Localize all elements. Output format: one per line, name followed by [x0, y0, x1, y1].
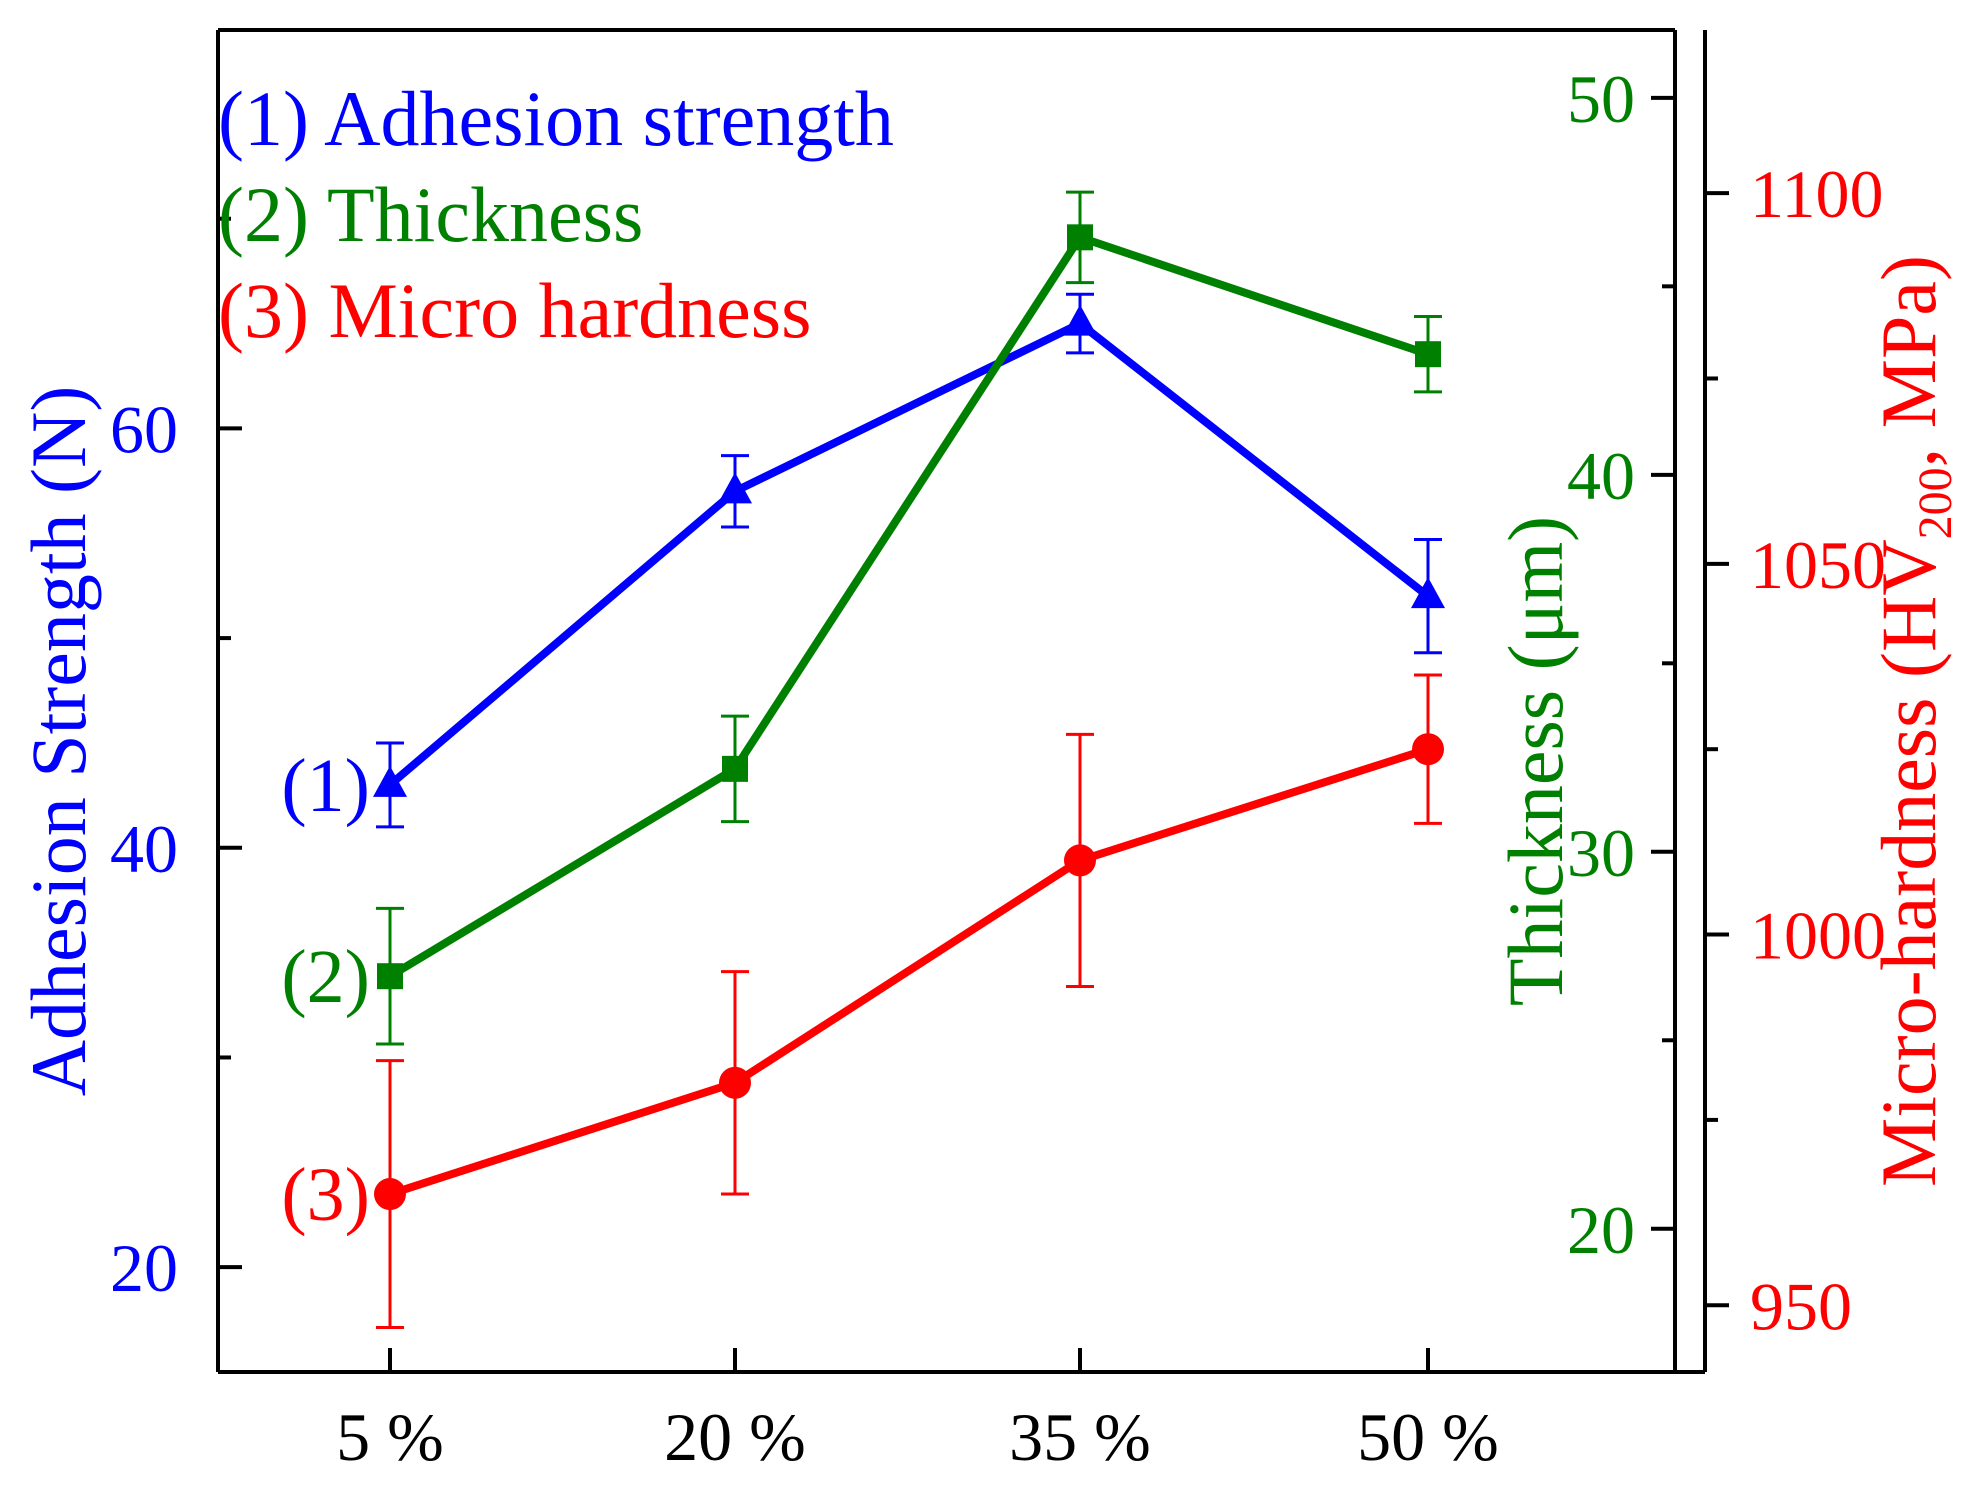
legend-entry: (2) Thickness [218, 171, 643, 258]
data-point [373, 765, 407, 797]
left-tick-label: 60 [110, 391, 178, 467]
legend-entry: (3) Micro hardness [218, 267, 812, 354]
curve-label: (2) [281, 935, 370, 1019]
data-point [1067, 224, 1093, 251]
data-point [1063, 304, 1097, 336]
series-adhesion-strength: (1) [281, 292, 1445, 829]
series: (1) (2) (3) [281, 190, 1445, 1330]
left-tick-label: 40 [110, 811, 178, 887]
data-point [718, 472, 752, 504]
series-micro-hardness: (3) [281, 673, 1444, 1330]
thickness-tick-label: 50 [1567, 61, 1635, 137]
series-line [387, 233, 1430, 980]
data-point [1412, 733, 1444, 766]
hardness-axis-title: Micro-hardness (HV200, MPa) [1865, 255, 1962, 1187]
data-point [1411, 577, 1445, 609]
thickness-axis-title: Thickness (μm) [1492, 516, 1579, 1006]
curve-label: (3) [281, 1153, 370, 1237]
thickness-tick-label: 30 [1567, 815, 1635, 891]
hardness-tick-label: 1000 [1750, 898, 1886, 974]
hardness-title-sub: 200 [1909, 467, 1962, 539]
left-axis-title: Adhesion Strength (N) [15, 386, 102, 1097]
hardness-tick-label: 1100 [1750, 156, 1883, 232]
legend-entry: (1) Adhesion strength [218, 75, 894, 162]
data-point [374, 1178, 406, 1211]
x-tick-label: 20 % [664, 1399, 806, 1475]
hardness-title-main: Micro-hardness (HV [1865, 539, 1952, 1187]
thickness-tick-label: 20 [1567, 1192, 1635, 1268]
hardness-tick-label: 950 [1750, 1268, 1852, 1344]
data-point [377, 963, 403, 990]
x-tick-label: 50 % [1357, 1399, 1499, 1475]
x-tick-label: 35 % [1009, 1399, 1151, 1475]
hardness-title-end: , MPa) [1865, 255, 1952, 467]
left-tick-label: 20 [110, 1230, 178, 1306]
hardness-tick-label: 1050 [1750, 527, 1886, 603]
thickness-tick-label: 40 [1567, 438, 1635, 514]
data-point [722, 755, 748, 782]
series-line [388, 745, 1430, 1198]
data-point [1064, 844, 1096, 877]
data-point [1415, 341, 1441, 368]
curve-label: (1) [281, 744, 370, 828]
data-point [719, 1066, 751, 1099]
series-thickness: (2) [281, 190, 1442, 1046]
series-line [387, 319, 1431, 788]
legend: (1) Adhesion strength (2) Thickness (3) Mi… [218, 75, 894, 354]
x-tick-label: 5 % [336, 1399, 444, 1475]
